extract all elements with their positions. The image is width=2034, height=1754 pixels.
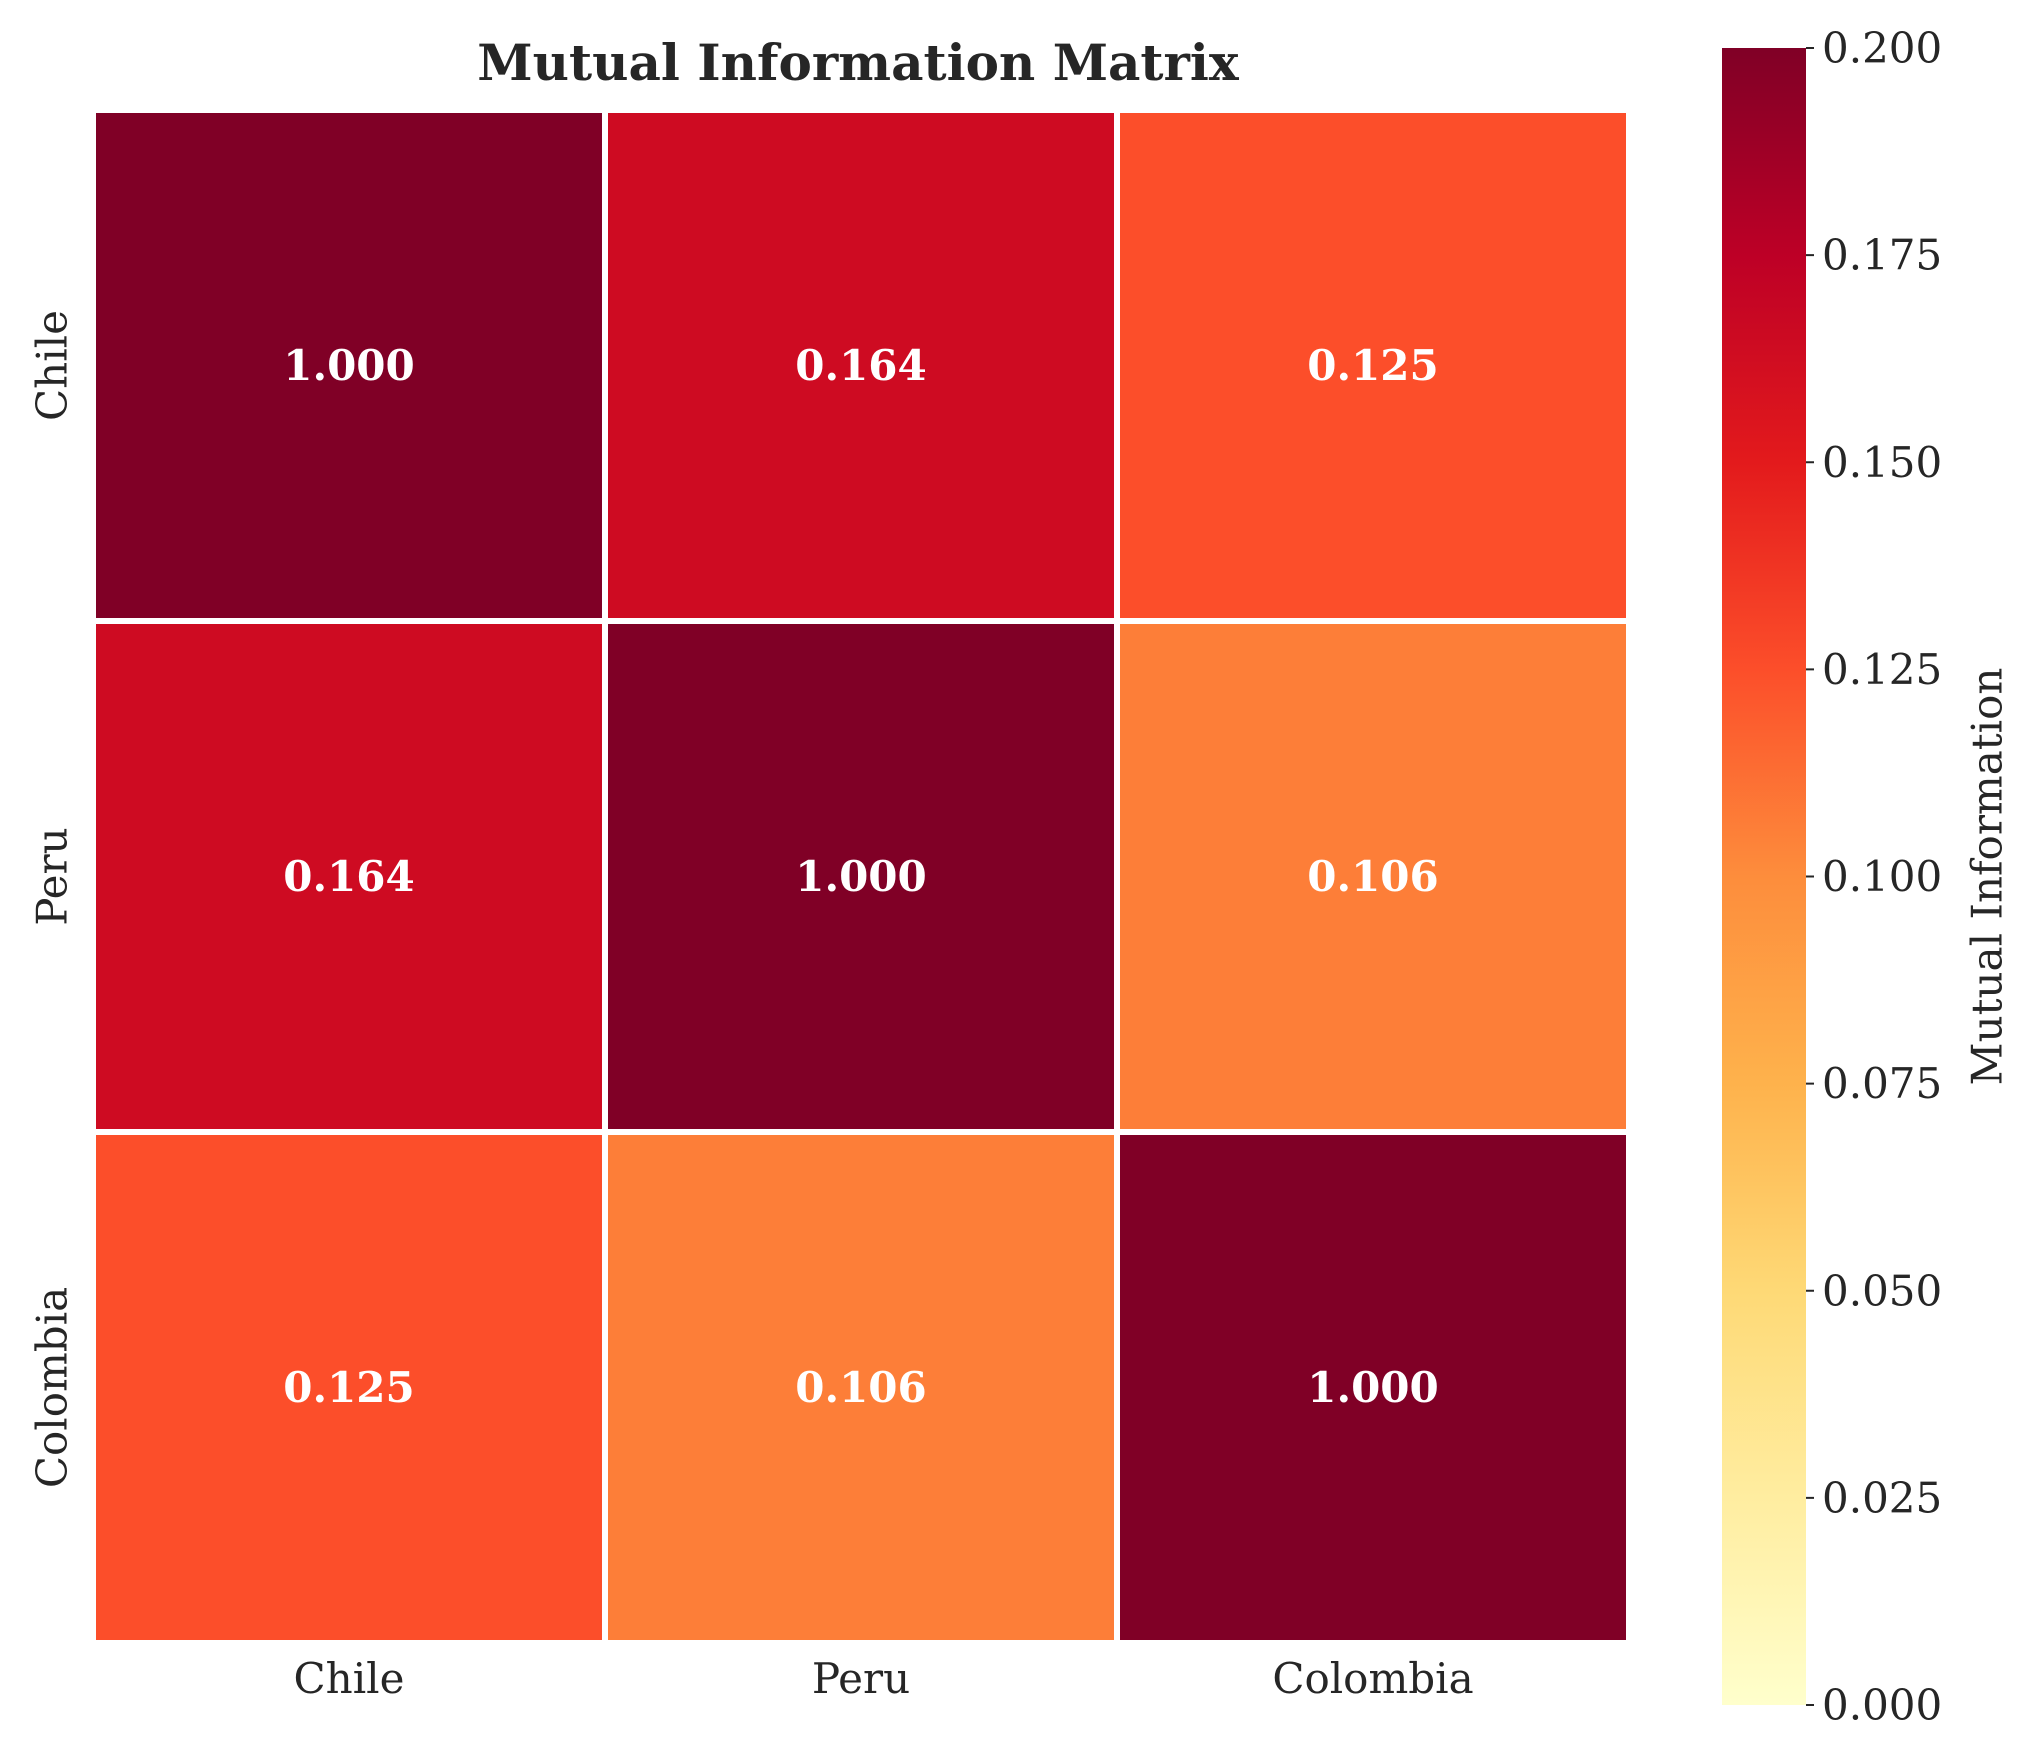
colorbar: 0.000 0.025 0.050 0.075 0.100 0.125 0.150 0.175…: [1722, 24, 2012, 1730]
colorbar-tick-label: 0.175: [1822, 231, 1942, 280]
colorbar-tick-label: 0.125: [1822, 645, 1942, 694]
y-tick-label: Chile: [28, 310, 77, 421]
cell-annotation: 1.000: [795, 852, 927, 901]
colorbar-tick-label: 0.200: [1822, 24, 1942, 73]
heatmap-cell-peru-chile: [90, 618, 608, 1135]
cell-annotation: 1.000: [283, 341, 415, 390]
cell-annotation: 0.125: [1307, 341, 1439, 390]
y-tick-label: Peru: [28, 827, 77, 925]
x-tick-labels: Chile Peru Colombia: [294, 1654, 1474, 1703]
cell-annotation: 0.164: [795, 341, 927, 390]
y-tick-labels: Chile Peru Colombia: [28, 310, 77, 1488]
heatmap-cell-chile-colombia: [1114, 107, 1632, 624]
cell-annotation: 0.106: [1307, 852, 1439, 901]
colorbar-tick-label: 0.100: [1822, 852, 1942, 901]
cell-annotation: 0.125: [283, 1363, 415, 1412]
cell-annotation: 0.106: [795, 1363, 927, 1412]
heatmap-cell-colombia-peru: [602, 1129, 1120, 1646]
heatmap-cell-chile-chile: [90, 107, 608, 624]
colorbar-tick-label: 0.050: [1822, 1266, 1942, 1315]
colorbar-tick-label: 0.075: [1822, 1059, 1942, 1108]
x-tick-label: Colombia: [1272, 1654, 1473, 1703]
colorbar-tick-label: 0.025: [1822, 1473, 1942, 1522]
colorbar-gradient: [1722, 48, 1806, 1705]
heatmap-cell-colombia-chile: [90, 1129, 608, 1646]
heatmap-annotations: 1.000 0.164 0.125 0.164 1.000 0.106 0.125 0.106…: [283, 341, 1439, 1412]
cell-annotation: 1.000: [1307, 1363, 1439, 1412]
chart-title: Mutual Information Matrix: [477, 33, 1240, 92]
colorbar-label: Mutual Information: [1963, 668, 2012, 1086]
colorbar-tick-label: 0.150: [1822, 438, 1942, 487]
y-tick-label: Colombia: [28, 1287, 77, 1488]
heatmap-cell-chile-peru: [602, 107, 1120, 624]
heatmap-cell-peru-colombia: [1114, 618, 1632, 1135]
heatmap-cells: [90, 107, 1632, 1646]
colorbar-ticks: 0.000 0.025 0.050 0.075 0.100 0.125 0.150 0.175…: [1806, 24, 1942, 1730]
cell-annotation: 0.164: [283, 852, 415, 901]
x-tick-label: Peru: [812, 1654, 910, 1703]
colorbar-tick-label: 0.000: [1822, 1681, 1942, 1730]
heatmap-cell-peru-peru: [602, 618, 1120, 1135]
x-tick-label: Chile: [294, 1654, 405, 1703]
heatmap-cell-colombia-colombia: [1114, 1129, 1632, 1646]
